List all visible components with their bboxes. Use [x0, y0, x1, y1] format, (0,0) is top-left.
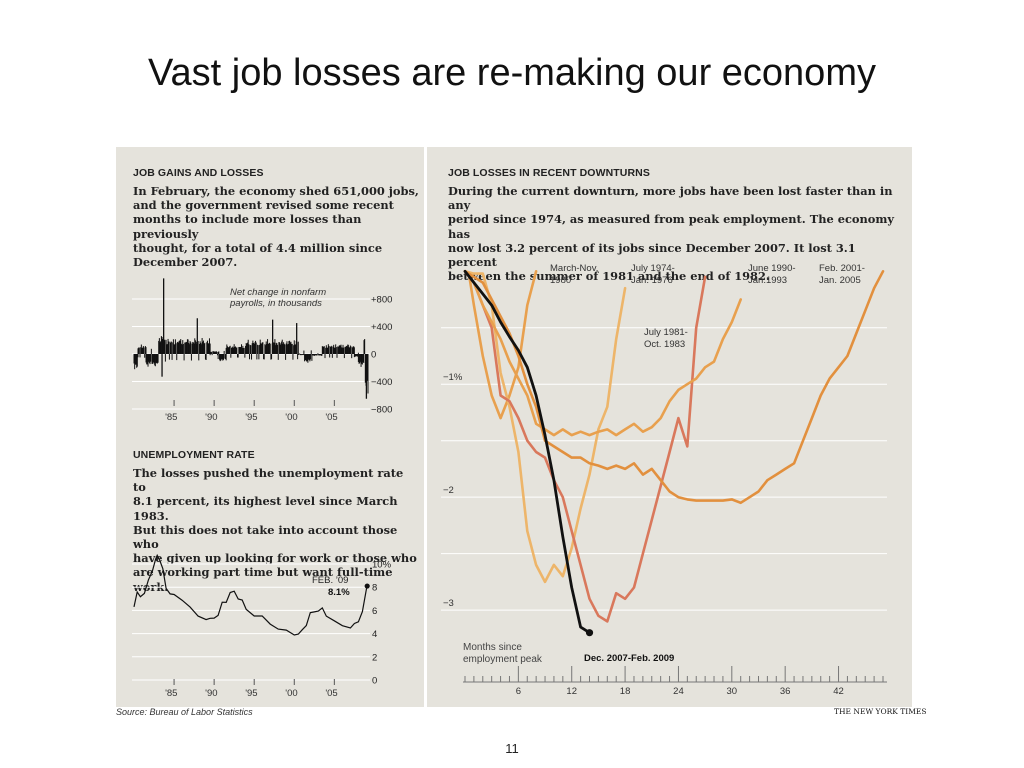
unemployment-y-tick: 6	[372, 606, 377, 617]
downturn-series-label: Jan. 1976	[631, 275, 673, 286]
unemployment-y-tick: 10%	[372, 560, 392, 571]
months-axis-label: employment peak	[463, 654, 543, 665]
panel-divider	[424, 147, 427, 707]
job-gains-description: In February, the economy shed 651,000 jo…	[133, 184, 419, 269]
payrolls-x-tick: '05	[325, 412, 337, 423]
unemployment-x-tick: '85	[165, 688, 177, 699]
unemployment-x-tick: '00	[285, 688, 297, 699]
downturn-series-label: June 1990-	[748, 263, 796, 274]
months-axis-tick: 12	[566, 686, 577, 697]
desc-line: December 2007.	[133, 255, 238, 270]
downturn-series-label: March-Nov.	[550, 263, 598, 274]
desc-line: period since 1974, as measured from peak…	[448, 212, 895, 241]
payrolls-y-tick: 0	[371, 350, 376, 361]
unemployment-y-tick: 2	[372, 652, 377, 663]
downturns-y-tick: −1%	[443, 372, 463, 383]
payrolls-x-tick: '90	[205, 412, 217, 423]
months-axis-tick: 24	[673, 686, 684, 697]
downturn-series-label: Jan.1993	[748, 275, 787, 286]
downturns-description: During the current downturn, more jobs h…	[448, 184, 898, 283]
slide-title: Vast job losses are re-making our econom…	[148, 52, 876, 94]
downturn-series-label: 1980	[550, 275, 571, 286]
downturns-y-tick: −3	[443, 598, 454, 609]
payrolls-y-tick: −400	[371, 377, 392, 388]
months-axis-tick: 36	[780, 686, 791, 697]
payrolls-x-tick: '95	[245, 412, 257, 423]
desc-line: and the government revised some recent	[133, 198, 394, 213]
downturns-chart: −1% −2 −3 March-Nov.1980 July 1974-Jan. 197…	[441, 263, 887, 697]
months-axis-label: Months since	[463, 642, 522, 653]
desc-line: The losses pushed the unemployment rate …	[133, 466, 404, 495]
payrolls-y-tick: +400	[371, 322, 392, 333]
payrolls-x-tick: '85	[165, 412, 177, 423]
payrolls-y-tick: +800	[371, 295, 392, 306]
downturn-series-label: July 1974-	[631, 263, 675, 274]
unemployment-y-tick: 0	[372, 676, 377, 687]
nyt-credit: THE NEW YORK TIMES	[834, 707, 927, 716]
desc-line: have given up looking for work or those …	[133, 551, 417, 566]
downturns-header: JOB LOSSES IN RECENT DOWNTURNS	[448, 167, 650, 179]
months-axis-tick: 6	[516, 686, 521, 697]
downturn-series-label: Dec. 2007-Feb. 2009	[584, 653, 674, 664]
job-gains-header: JOB GAINS AND LOSSES	[133, 167, 264, 179]
downturn-series-line	[463, 270, 742, 437]
months-axis-tick: 30	[727, 686, 738, 697]
payrolls-chart: Net change in nonfarm payrolls, in thous…	[132, 278, 392, 423]
unemployment-y-tick: 8	[372, 583, 377, 594]
downturn-series-line	[463, 270, 538, 420]
feb09-callout-value: 8.1%	[328, 587, 350, 598]
unemployment-chart: FEB. ’09 8.1% 10% 8 6 4 2 0 '85 '90 '95 '00 '05	[132, 553, 392, 699]
downturn-series-label: Oct. 1983	[644, 339, 685, 350]
downturn-series-line	[463, 270, 885, 505]
unemployment-line	[133, 553, 368, 636]
downturn-series-line	[463, 270, 707, 623]
desc-line: months to include more losses than previ…	[133, 212, 362, 241]
feb09-callout-label: FEB. ’09	[312, 575, 348, 586]
downturn-series-label: Jan. 2005	[819, 275, 861, 286]
unemployment-x-tick: '90	[205, 688, 217, 699]
unemployment-description: The losses pushed the unemployment rate …	[133, 466, 419, 594]
desc-line: now lost 3.2 percent of its jobs since D…	[448, 240, 856, 270]
payrolls-y-tick: −800	[371, 405, 392, 416]
payrolls-annotation: Net change in nonfarm	[230, 287, 326, 298]
downturns-y-tick: −2	[443, 485, 454, 496]
unemployment-x-tick: '05	[325, 688, 337, 699]
desc-line: between the summer of 1981 and the end o…	[448, 269, 770, 284]
unemployment-y-tick: 4	[372, 629, 377, 640]
desc-line: In February, the economy shed 651,000 jo…	[133, 184, 419, 198]
desc-line: thought, for a total of 4.4 million sinc…	[133, 240, 383, 255]
downturn-series-label: July 1981-	[644, 327, 688, 338]
unemployment-latest-dot	[364, 583, 370, 589]
current-downturn-end-dot	[585, 629, 594, 637]
downturn-series-line	[463, 269, 591, 635]
downturn-series-label: Feb. 2001-	[819, 263, 865, 274]
unemployment-x-tick: '95	[245, 688, 257, 699]
payrolls-x-tick: '00	[285, 412, 297, 423]
desc-line: 8.1 percent, its highest level since Mar…	[133, 494, 398, 523]
desc-line: are working part time but want full-time…	[133, 565, 393, 594]
source-note: Source: Bureau of Labor Statistics	[116, 707, 253, 717]
unemployment-header: UNEMPLOYMENT RATE	[133, 449, 255, 461]
payrolls-annotation: payrolls, in thousands	[229, 298, 322, 309]
page-number: 11	[505, 741, 519, 756]
desc-line: During the current downturn, more jobs h…	[448, 184, 893, 213]
months-axis-tick: 18	[620, 686, 631, 697]
months-axis-tick: 42	[833, 686, 844, 697]
desc-line: But this does not take into account thos…	[133, 522, 398, 552]
